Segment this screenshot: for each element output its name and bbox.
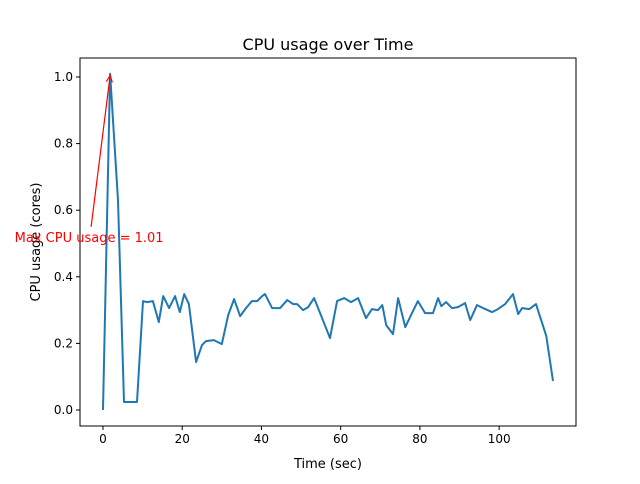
annotation-arrowhead bbox=[105, 74, 113, 83]
max-usage-annotation: Max CPU usage = 1.01 bbox=[15, 231, 164, 246]
y-tick-label: 1.0 bbox=[54, 70, 73, 84]
chart-title: CPU usage over Time bbox=[243, 35, 414, 54]
plot-frame bbox=[79, 57, 577, 427]
x-tick-label: 20 bbox=[175, 432, 190, 446]
y-tick-label: 0.6 bbox=[54, 203, 73, 217]
y-tick-label: 0.4 bbox=[54, 270, 73, 284]
x-tick-label: 40 bbox=[254, 432, 269, 446]
x-axis-label: Time (sec) bbox=[293, 457, 362, 472]
x-tick-label: 0 bbox=[99, 432, 107, 446]
plot-area bbox=[80, 58, 576, 426]
x-tick-label: 100 bbox=[488, 432, 511, 446]
y-tick-label: 0.0 bbox=[54, 403, 73, 417]
annotation-arrow bbox=[90, 75, 111, 227]
y-tick-label: 0.8 bbox=[54, 137, 73, 151]
cpu-usage-line bbox=[102, 72, 554, 411]
x-tick-label: 80 bbox=[412, 432, 427, 446]
y-tick-label: 0.2 bbox=[54, 336, 73, 350]
x-tick-label: 60 bbox=[333, 432, 348, 446]
y-axis-label: CPU usage (cores) bbox=[29, 183, 44, 302]
